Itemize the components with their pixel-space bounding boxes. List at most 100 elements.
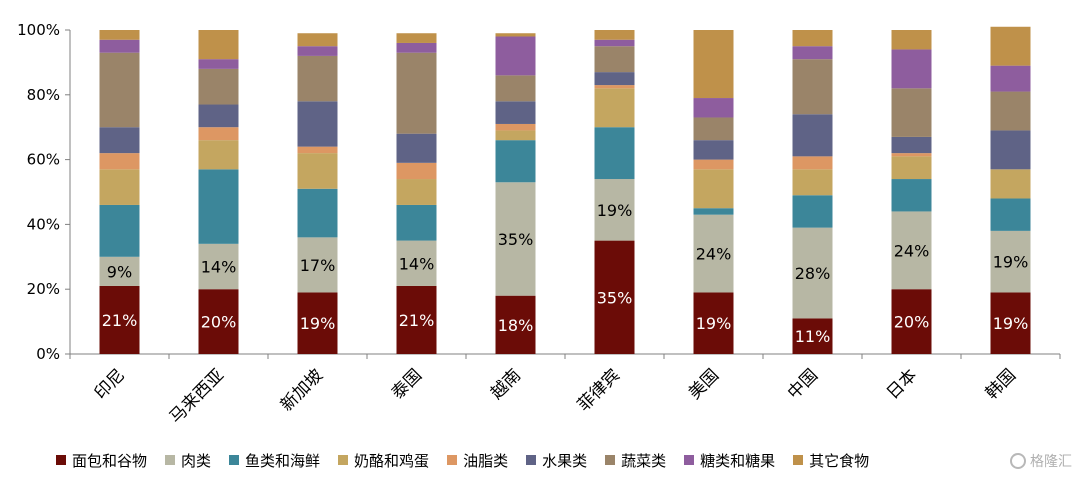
bar-segment xyxy=(396,42,437,53)
legend-label: 面包和谷物 xyxy=(72,451,148,470)
bar-segment xyxy=(396,179,437,205)
legend-swatch xyxy=(684,455,695,465)
legend-swatch xyxy=(56,455,66,465)
bar-segment xyxy=(693,292,734,354)
bar-segment xyxy=(693,208,734,215)
bar-segment xyxy=(693,169,734,209)
bar-segment xyxy=(297,101,338,147)
bar-segment xyxy=(396,285,437,354)
legend-item: 油脂类 xyxy=(447,450,508,471)
bar-segment xyxy=(990,198,1031,231)
x-tick-label: 马来西亚 xyxy=(166,365,228,427)
bar-segment xyxy=(792,318,833,354)
legend-item: 鱼类和海鲜 xyxy=(229,450,320,471)
bar-segment xyxy=(891,179,932,212)
data-label: 14% xyxy=(201,258,237,277)
bar-segment xyxy=(693,159,734,170)
bar-segment xyxy=(495,130,536,141)
data-label: 9% xyxy=(107,262,132,281)
bar-segment xyxy=(396,52,437,134)
bar-segment xyxy=(297,292,338,354)
y-tick-label: 60% xyxy=(27,151,60,169)
bar-segment xyxy=(792,156,833,170)
bar-segment xyxy=(792,59,833,115)
legend-label: 奶酪和鸡蛋 xyxy=(354,451,430,470)
bar-segment xyxy=(198,289,239,354)
bar-segment xyxy=(594,127,635,180)
bar-segment xyxy=(594,39,635,47)
legend-item: 糖类和糖果 xyxy=(684,450,775,471)
bar-segment xyxy=(495,123,536,131)
data-label: 11% xyxy=(795,327,831,346)
bar-segment xyxy=(198,169,239,244)
legend-label: 糖类和糖果 xyxy=(700,451,776,470)
bar-segment xyxy=(99,52,140,128)
data-label: 17% xyxy=(300,256,336,275)
bar-segment xyxy=(495,36,536,76)
legend-item: 肉类 xyxy=(165,450,211,471)
bar-segment xyxy=(693,30,734,99)
bar-segment xyxy=(198,30,239,60)
x-tick-label: 美国 xyxy=(685,365,723,403)
legend-label: 鱼类和海鲜 xyxy=(245,451,321,470)
data-label: 21% xyxy=(399,311,435,330)
bar-segment xyxy=(594,240,635,354)
legend-item: 蔬菜类 xyxy=(605,450,666,471)
bar-segment xyxy=(495,33,536,37)
bar-segment xyxy=(990,65,1031,92)
x-tick-label: 韩国 xyxy=(982,365,1020,403)
bar-segment xyxy=(891,156,932,180)
legend-label: 水果类 xyxy=(542,451,588,470)
data-label: 19% xyxy=(696,314,732,333)
bar-segment xyxy=(297,55,338,102)
bar-segment xyxy=(198,59,239,69)
legend-item: 其它食物 xyxy=(793,450,869,471)
data-label: 20% xyxy=(201,313,237,332)
bar-segment xyxy=(792,169,833,196)
legend-swatch xyxy=(605,455,616,465)
bar-segment xyxy=(891,88,932,137)
legend-label: 油脂类 xyxy=(463,451,509,470)
legend-item: 水果类 xyxy=(526,450,587,471)
bar-segment xyxy=(792,195,833,228)
bar-segment xyxy=(99,256,140,286)
bar-segment xyxy=(297,237,338,293)
bar-segment xyxy=(990,130,1031,170)
bar-segment xyxy=(891,289,932,354)
bar-segment xyxy=(495,75,536,102)
x-tick-label: 菲律宾 xyxy=(574,365,624,415)
data-label: 14% xyxy=(399,254,435,273)
x-tick-label: 日本 xyxy=(883,365,921,403)
data-label: 19% xyxy=(300,314,336,333)
bar-segment xyxy=(99,30,140,40)
bar-segment xyxy=(990,230,1031,293)
bar-segment xyxy=(990,26,1031,66)
bar-segment xyxy=(594,46,635,73)
data-label: 19% xyxy=(993,314,1029,333)
bar-segment xyxy=(990,169,1031,199)
bar-segment xyxy=(396,240,437,286)
bar-segment xyxy=(495,140,536,183)
bar-segment xyxy=(594,179,635,241)
y-tick-label: 80% xyxy=(27,86,60,104)
bar-segment xyxy=(99,127,140,154)
bar-segment xyxy=(198,68,239,105)
bar-segment xyxy=(891,153,932,157)
data-label: 19% xyxy=(993,253,1029,272)
bar-segment xyxy=(990,91,1031,131)
legend-swatch xyxy=(165,455,176,465)
legend-swatch xyxy=(447,455,458,465)
bar-segment xyxy=(693,140,734,160)
bar-segment xyxy=(792,46,833,60)
bar-segment xyxy=(396,133,437,163)
watermark: 格隆汇 xyxy=(1010,451,1072,471)
bar-segment xyxy=(99,285,140,354)
data-label: 18% xyxy=(498,316,534,335)
bar-segment xyxy=(891,136,932,154)
bar-segment xyxy=(594,88,635,128)
bar-segment xyxy=(891,211,932,290)
stacked-bar-chart: 0% 20% 40% 60% 80% 100% 21% 9% 印尼 20% 14% 马来西亚 19% 17… xyxy=(17,21,1061,428)
bar-segment xyxy=(495,101,536,124)
y-tick-label: 20% xyxy=(27,280,60,298)
bar-segment xyxy=(396,162,437,180)
